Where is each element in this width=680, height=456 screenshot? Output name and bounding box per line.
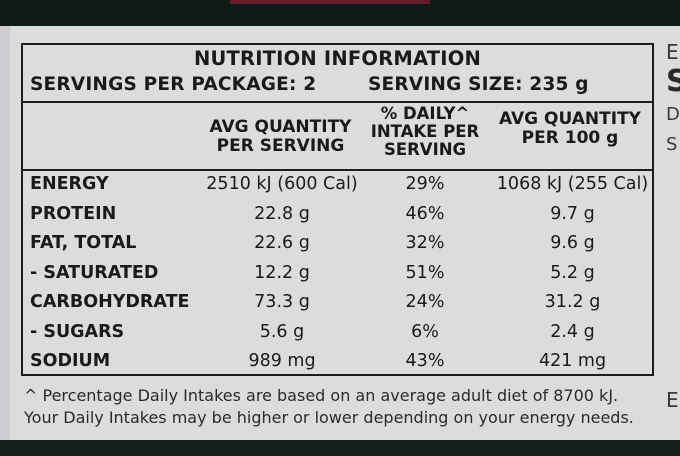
daily-intake-value: 46% [405, 203, 445, 224]
side-fragment: E [666, 388, 679, 412]
per-100g-value: 9.6 g [550, 233, 595, 253]
per-serving-value: 12.2 g [254, 262, 310, 283]
side-fragment: S [666, 134, 678, 155]
col-header-daily-intake: % DAILY^ INTAKE PER SERVING [366, 105, 484, 159]
nutrient-label: - SUGARS [30, 321, 125, 342]
per-100g-value: 1068 kJ (255 Cal) [496, 174, 649, 194]
nutrition-table: NUTRITION INFORMATION SERVINGS PER PACKA… [21, 43, 654, 376]
per-100g-value: 2.4 g [550, 321, 595, 342]
per-100g-value: 421 mg [538, 351, 607, 371]
header-divider [23, 101, 652, 103]
nutrient-label: SODIUM [30, 351, 111, 371]
package-bottom-band [0, 440, 680, 456]
column-header-divider [23, 169, 652, 171]
col-header-line: AVG QUANTITY [499, 109, 641, 129]
nutrient-row: CARBOHYDRATE 73.3 g 24% 31.2 g [23, 289, 652, 319]
per-100g-value: 5.2 g [550, 262, 595, 283]
nutrient-label: FAT, TOTAL [30, 233, 137, 253]
serving-size: SERVING SIZE: 235 g [368, 74, 589, 95]
label-panel [0, 26, 680, 440]
nutrient-row: - SATURATED 12.2 g 51% 5.2 g [23, 260, 652, 290]
package-accent-stripe [230, 0, 430, 4]
per-serving-value: 5.6 g [259, 321, 305, 342]
footnote-line: ^ Percentage Daily Intakes are based on … [24, 386, 619, 405]
per-serving-value: 22.6 g [254, 233, 310, 253]
per-serving-value: 2510 kJ (600 Cal) [206, 174, 358, 194]
per-100g-value: 31.2 g [544, 292, 601, 312]
col-header-line: PER SERVING [216, 136, 345, 156]
package-top-band [0, 0, 680, 26]
nutrient-label: - SATURATED [30, 262, 159, 283]
col-header-per-100g: AVG QUANTITY PER 100 g [490, 110, 650, 148]
side-fragment: E [666, 40, 679, 64]
footnote-line: Your Daily Intakes may be higher or lowe… [24, 408, 634, 427]
per-serving-value: 989 mg [248, 351, 316, 371]
per-serving-value: 22.8 g [254, 203, 310, 224]
servings-per-package: SERVINGS PER PACKAGE: 2 [30, 74, 317, 95]
daily-intake-value: 51% [405, 262, 445, 283]
table-title: NUTRITION INFORMATION [193, 47, 482, 70]
col-header-line: AVG QUANTITY [209, 117, 352, 137]
nutrient-row: - SUGARS 5.6 g 6% 2.4 g [23, 319, 652, 349]
col-header-line: INTAKE PER [370, 122, 480, 141]
nutrient-row: PROTEIN 22.8 g 46% 9.7 g [23, 201, 652, 231]
col-header-line: SERVING [383, 140, 467, 159]
footnote: ^ Percentage Daily Intakes are based on … [24, 385, 634, 429]
side-fragment: D [666, 104, 680, 125]
daily-intake-value: 6% [411, 321, 439, 342]
panel-edge [0, 26, 10, 440]
daily-intake-value: 24% [405, 292, 445, 312]
nutrient-label: PROTEIN [30, 203, 117, 224]
nutrient-row: FAT, TOTAL 22.6 g 32% 9.6 g [23, 230, 652, 260]
per-serving-value: 73.3 g [254, 292, 310, 312]
side-fragment: S [666, 64, 680, 99]
nutrient-label: ENERGY [30, 174, 109, 194]
col-header-per-serving: AVG QUANTITY PER SERVING [193, 118, 368, 156]
col-header-line: % DAILY^ [380, 104, 470, 123]
daily-intake-value: 29% [405, 174, 445, 194]
per-100g-value: 9.7 g [550, 203, 595, 224]
nutrient-row: SODIUM 989 mg 43% 421 mg [23, 348, 652, 378]
col-header-line: PER 100 g [521, 128, 619, 148]
nutrient-label: CARBOHYDRATE [30, 292, 190, 312]
daily-intake-value: 43% [405, 351, 445, 371]
daily-intake-value: 32% [405, 233, 445, 253]
nutrient-row: ENERGY 2510 kJ (600 Cal) 29% 1068 kJ (25… [23, 171, 652, 201]
